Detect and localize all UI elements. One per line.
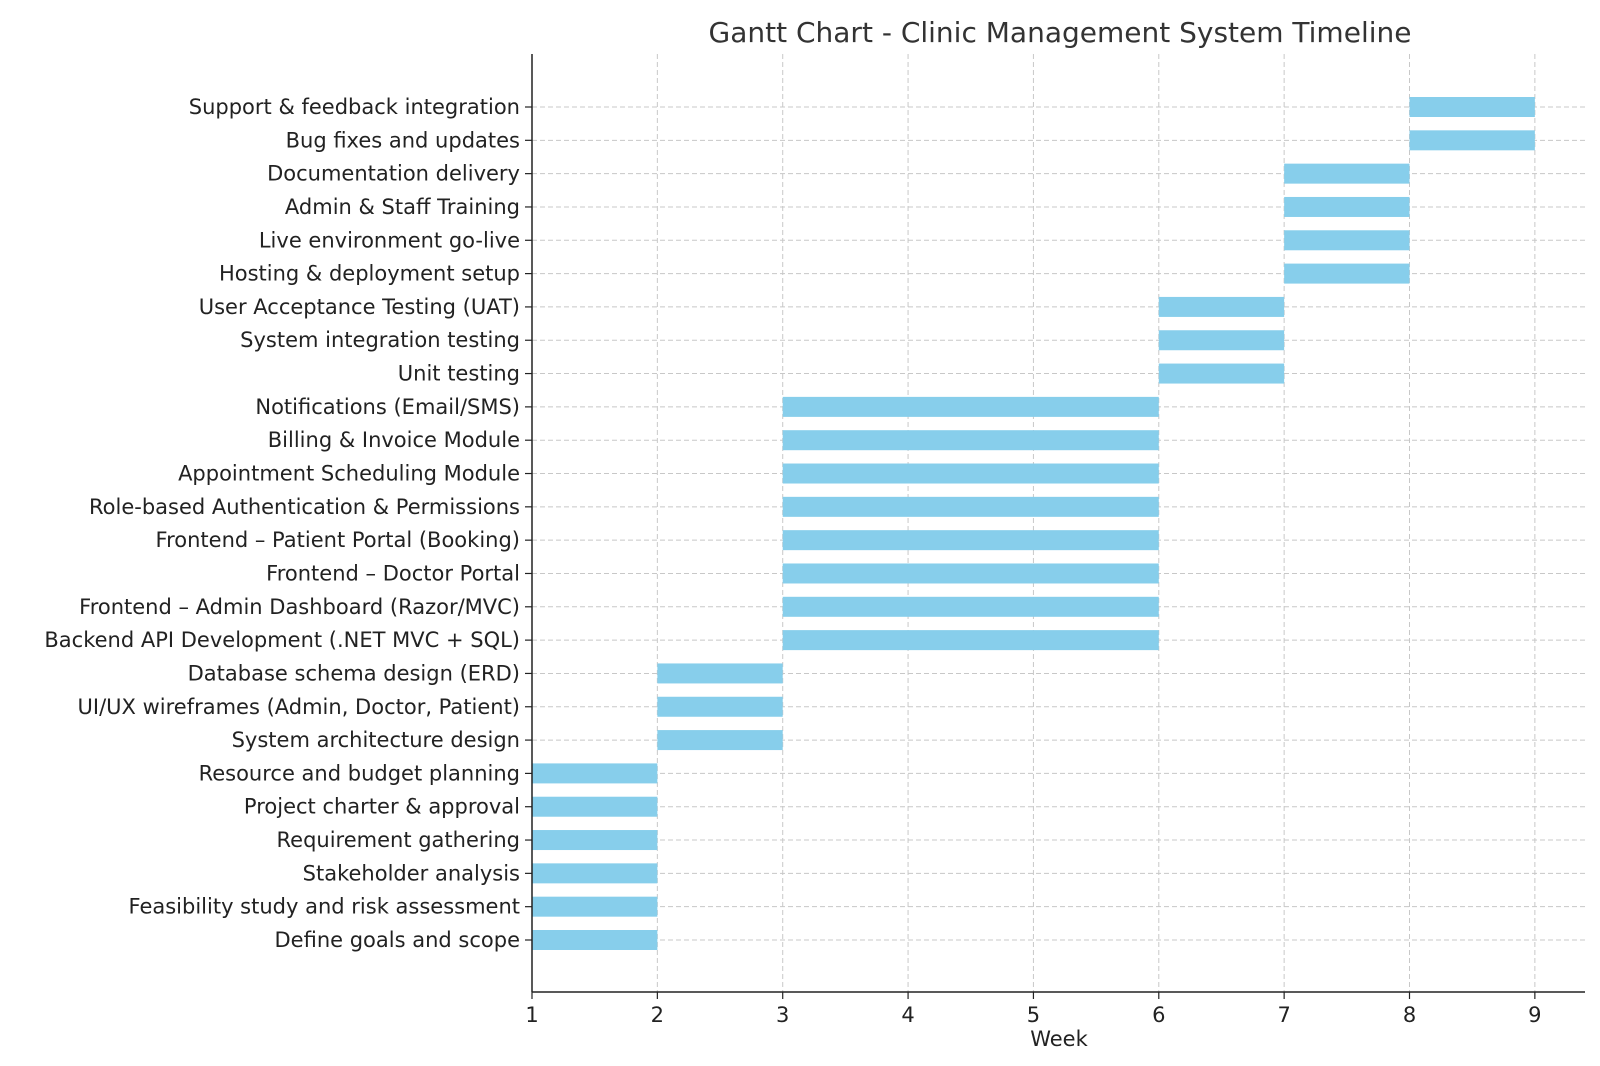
x-tick-label: 7 <box>1277 1003 1290 1027</box>
task-label: Appointment Scheduling Module <box>178 462 520 486</box>
task-bar <box>532 763 658 784</box>
task-label: Stakeholder analysis <box>303 861 520 885</box>
task-bar <box>532 896 658 917</box>
task-bar <box>532 830 658 851</box>
task-bar <box>1158 296 1285 317</box>
task-bar <box>1409 130 1535 151</box>
task-label: UI/UX wireframes (Admin, Doctor, Patient… <box>78 695 520 719</box>
task-label: Project charter & approval <box>244 795 520 819</box>
x-tick-label: 3 <box>776 1003 789 1027</box>
task-label: Define goals and scope <box>275 928 521 952</box>
task-label: System integration testing <box>240 328 520 352</box>
task-label: Frontend – Admin Dashboard (Razor/MVC) <box>79 595 520 619</box>
task-bar <box>782 630 1159 651</box>
x-tick-label: 1 <box>525 1003 538 1027</box>
task-label: Database schema design (ERD) <box>188 661 520 685</box>
task-label: Frontend – Patient Portal (Booking) <box>156 528 520 552</box>
task-bar <box>1158 330 1285 351</box>
x-tick-label: 4 <box>901 1003 914 1027</box>
task-label: Notifications (Email/SMS) <box>255 395 520 419</box>
task-label: Support & feedback integration <box>189 95 520 119</box>
axis-layer: 1 2 3 4 5 6 7 8 9 Define goals and scope Feasibili… <box>44 54 1585 1027</box>
task-bar <box>532 796 658 817</box>
task-bar <box>782 396 1159 417</box>
task-label: Requirement gathering <box>277 828 521 852</box>
x-axis-label: Week <box>1030 1027 1088 1051</box>
task-label: Live environment go-live <box>259 228 520 252</box>
task-label: Backend API Development (.NET MVC + SQL) <box>44 628 520 652</box>
x-tick-label: 6 <box>1152 1003 1165 1027</box>
task-bar <box>1284 163 1410 184</box>
grid-layer <box>531 54 1585 992</box>
task-bar <box>782 430 1159 451</box>
task-label: Unit testing <box>398 362 520 386</box>
task-label: Frontend – Doctor Portal <box>266 561 520 585</box>
task-bar <box>782 496 1159 517</box>
task-label: Role-based Authentication & Permissions <box>89 495 520 519</box>
task-label: Documentation delivery <box>267 162 520 186</box>
task-bar <box>1284 263 1410 284</box>
task-bar <box>1284 196 1410 217</box>
x-tick-label: 5 <box>1027 1003 1040 1027</box>
task-bar <box>657 730 783 751</box>
task-label: Hosting & deployment setup <box>219 262 520 286</box>
x-tick-label: 9 <box>1528 1003 1541 1027</box>
task-label: Billing & Invoice Module <box>268 428 520 452</box>
task-bar <box>532 863 658 884</box>
task-bar <box>657 663 783 684</box>
task-bar <box>657 696 783 717</box>
x-tick-label: 8 <box>1403 1003 1416 1027</box>
task-label: Resource and budget planning <box>199 761 520 785</box>
task-label: System architecture design <box>232 728 520 752</box>
task-bar <box>1158 363 1285 384</box>
task-label: Feasibility study and risk assessment <box>129 895 520 919</box>
task-bar <box>782 596 1159 617</box>
task-bar <box>782 530 1159 551</box>
task-bar <box>1284 230 1410 251</box>
bar-layer <box>532 97 1535 950</box>
x-tick-label: 2 <box>651 1003 664 1027</box>
chart-title: Gantt Chart - Clinic Management System T… <box>709 16 1412 49</box>
task-label: Admin & Staff Training <box>285 195 520 219</box>
task-label: User Acceptance Testing (UAT) <box>199 295 520 319</box>
task-bar <box>532 930 658 950</box>
task-bar <box>1409 97 1535 117</box>
task-bar <box>782 463 1159 484</box>
task-bar <box>782 563 1159 584</box>
task-label: Bug fixes and updates <box>286 128 520 152</box>
